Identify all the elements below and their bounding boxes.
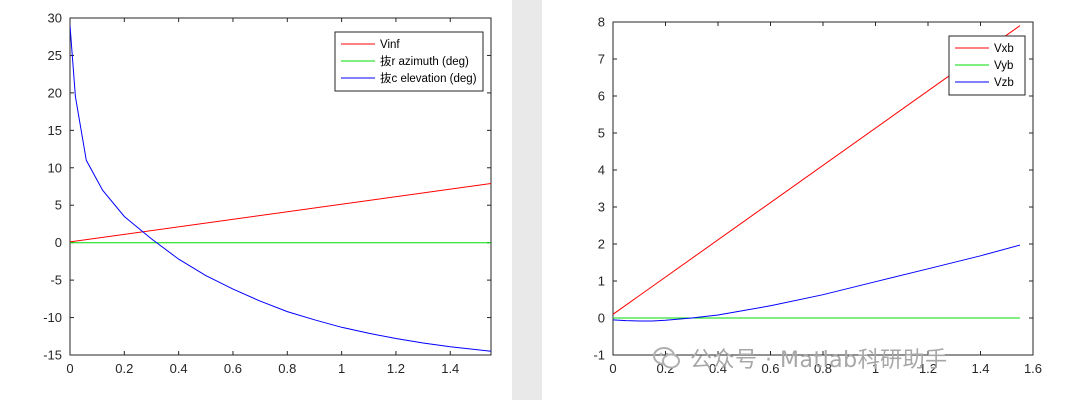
- x-tick-label: 0: [66, 361, 73, 376]
- legend-label: Vzb: [994, 77, 1014, 89]
- x-tick-label: 1: [872, 361, 879, 376]
- y-tick-label: 0: [55, 235, 62, 250]
- y-tick-label: 3: [598, 200, 605, 215]
- x-tick-label: 0.8: [814, 361, 832, 376]
- window-divider: [512, 0, 542, 400]
- legend-label: 抜c elevation (deg): [380, 71, 477, 85]
- y-tick-label: -5: [50, 273, 62, 288]
- x-tick-label: 1.4: [971, 361, 989, 376]
- legend: Vxb Vyb Vzb: [948, 35, 1026, 96]
- y-tick-label: 10: [48, 160, 62, 175]
- x-tick-label: 0.8: [278, 361, 296, 376]
- chart-left: 0 0.2 0.4 0.6 0.8 1 1.2 1.4 -15 -10 -5 0 5 10 15 20 25 30…: [43, 11, 492, 376]
- x-tick-label: 0.4: [170, 361, 188, 376]
- legend-label: Vinf: [380, 39, 400, 51]
- y-tick-label: 8: [598, 15, 605, 30]
- series-line-vzb: [613, 244, 1021, 322]
- x-tick-label: 0.4: [709, 361, 727, 376]
- y-tick-label: 6: [598, 89, 605, 104]
- y-tick-label: 5: [55, 198, 62, 213]
- series-line--c-elevation-deg-: [70, 25, 491, 352]
- series-group: [70, 25, 491, 352]
- y-tick-label: 20: [48, 85, 62, 100]
- watermark-text: 公众号 · Matlab科研助手: [690, 348, 948, 373]
- x-tick-label: 1.2: [387, 361, 405, 376]
- legend-label: 抜r azimuth (deg): [380, 54, 469, 68]
- y-tick-label: 30: [48, 11, 62, 26]
- y-tick-label: 15: [48, 123, 62, 138]
- legend: Vinf 抜r azimuth (deg) 抜c elevation (deg): [334, 31, 484, 92]
- chart-right: 0 0.2 0.4 0.6 0.8 1 1.2 1.4 1.6-1012345678VxbVyb…: [593, 15, 1042, 377]
- x-tick-label: 1.2: [919, 361, 937, 376]
- y-tick-label: -1: [593, 348, 605, 363]
- y-tick-label: 1: [598, 274, 605, 289]
- y-tick-label: 2: [598, 237, 605, 252]
- y-tick-label: -10: [43, 310, 62, 325]
- y-tick-label: 25: [48, 48, 62, 63]
- x-tick-label: 1: [338, 361, 345, 376]
- y-tick-label: 5: [598, 126, 605, 141]
- x-tick-label: 0.6: [224, 361, 242, 376]
- series-line-vinf: [70, 183, 491, 243]
- y-tick-label: 0: [598, 311, 605, 326]
- watermark: 公众号 · Matlab科研助手: [652, 338, 948, 378]
- x-tick-label: 1.6: [1024, 361, 1042, 376]
- x-tick-label: 1.4: [441, 361, 459, 376]
- x-tick-label: 0: [609, 361, 616, 376]
- legend-label: Vxb: [994, 43, 1014, 55]
- legend-label: Vyb: [994, 60, 1013, 72]
- x-tick-label: 0.2: [115, 361, 133, 376]
- y-tick-label: 7: [598, 52, 605, 67]
- y-tick-label: 4: [598, 163, 605, 178]
- x-tick-label: 0.6: [761, 361, 779, 376]
- wechat-icon: [653, 347, 680, 369]
- y-tick-label: -15: [43, 348, 62, 363]
